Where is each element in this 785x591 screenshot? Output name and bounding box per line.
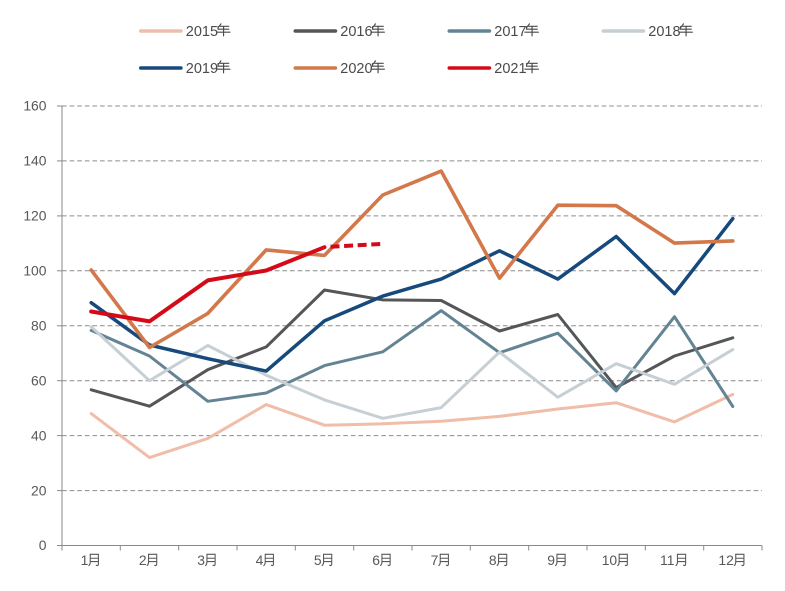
svg-text:160: 160 bbox=[23, 98, 46, 114]
svg-text:120: 120 bbox=[23, 208, 46, 224]
svg-text:8: 8 bbox=[489, 552, 497, 568]
svg-text:11: 11 bbox=[660, 552, 675, 568]
svg-text:7: 7 bbox=[431, 552, 439, 568]
svg-text:2020: 2020 bbox=[340, 61, 372, 77]
svg-text:2018: 2018 bbox=[648, 24, 680, 40]
svg-text:6: 6 bbox=[372, 552, 380, 568]
svg-text:9: 9 bbox=[547, 552, 555, 568]
svg-text:20: 20 bbox=[31, 482, 47, 498]
svg-text:40: 40 bbox=[31, 427, 47, 443]
svg-text:10: 10 bbox=[602, 552, 618, 568]
svg-text:60: 60 bbox=[31, 372, 47, 388]
svg-text:0: 0 bbox=[39, 537, 47, 553]
svg-text:2017: 2017 bbox=[494, 24, 526, 40]
svg-text:100: 100 bbox=[23, 263, 46, 279]
svg-text:1: 1 bbox=[81, 552, 89, 568]
svg-text:80: 80 bbox=[31, 317, 47, 333]
svg-text:2: 2 bbox=[139, 552, 147, 568]
svg-text:4: 4 bbox=[256, 552, 264, 568]
svg-text:140: 140 bbox=[23, 153, 46, 169]
svg-text:5: 5 bbox=[314, 552, 322, 568]
svg-text:2021: 2021 bbox=[494, 61, 526, 77]
svg-text:2015: 2015 bbox=[186, 24, 218, 40]
svg-text:2019: 2019 bbox=[186, 61, 218, 77]
svg-text:12: 12 bbox=[718, 552, 734, 568]
svg-text:2016: 2016 bbox=[340, 24, 372, 40]
svg-text:3: 3 bbox=[197, 552, 205, 568]
